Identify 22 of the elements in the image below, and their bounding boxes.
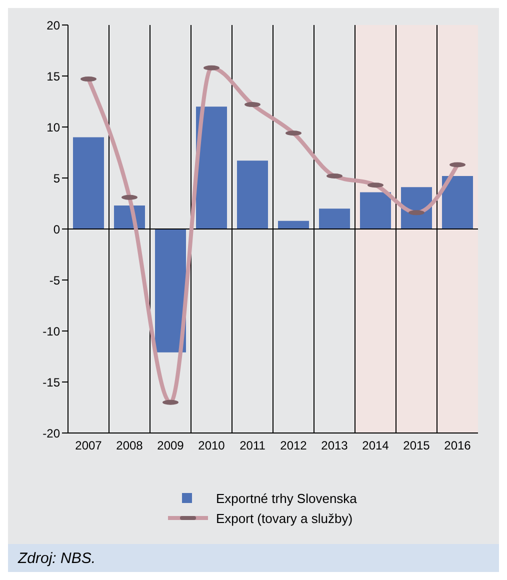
x-tick-label: 2007 [75, 438, 102, 453]
y-tick-label: -5 [49, 273, 60, 288]
y-tick-label: 0 [53, 222, 60, 236]
y-tick-label: 10 [46, 120, 60, 134]
y-tick-label: 15 [46, 69, 60, 84]
x-tick-label: 2010 [198, 438, 226, 453]
y-tick-label: -20 [42, 426, 60, 440]
y-tick-label: 20 [46, 18, 60, 32]
x-tick-label: 2016 [444, 438, 472, 453]
x-tick-label: 2015 [403, 438, 430, 453]
x-tick-label: 2009 [157, 438, 184, 453]
text: Zdroj: NBS. [18, 550, 96, 566]
x-tick-label: 2014 [362, 438, 390, 453]
y-tick-label: -10 [42, 324, 60, 338]
legend-label: Exportné trhy Slovenska [216, 490, 357, 506]
x-tick-label: 2012 [280, 438, 308, 453]
x-tick-label: 2011 [240, 438, 266, 453]
y-tick-label: 5 [53, 171, 60, 186]
y-tick-label: -15 [42, 375, 60, 390]
legend-label: Export (tovary a služby) [216, 510, 353, 526]
x-tick-label: 2013 [321, 438, 348, 453]
x-tick-label: 2008 [116, 438, 144, 453]
